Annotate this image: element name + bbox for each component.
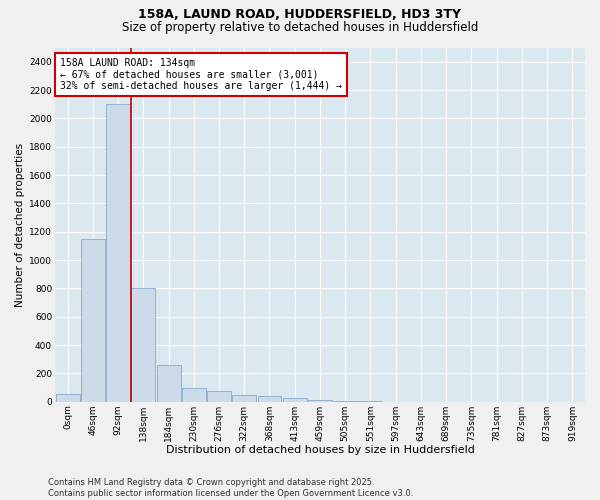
Bar: [308, 400, 332, 402]
Text: Size of property relative to detached houses in Huddersfield: Size of property relative to detached ho…: [122, 21, 478, 34]
Bar: [56, 394, 80, 402]
Text: 158A, LAUND ROAD, HUDDERSFIELD, HD3 3TY: 158A, LAUND ROAD, HUDDERSFIELD, HD3 3TY: [139, 8, 461, 20]
Bar: [106, 104, 130, 402]
Bar: [207, 391, 231, 402]
X-axis label: Distribution of detached houses by size in Huddersfield: Distribution of detached houses by size …: [166, 445, 475, 455]
Bar: [157, 365, 181, 402]
Bar: [182, 388, 206, 402]
Bar: [131, 288, 155, 402]
Bar: [283, 398, 307, 402]
Bar: [232, 394, 256, 402]
Y-axis label: Number of detached properties: Number of detached properties: [15, 142, 25, 306]
Bar: [333, 401, 357, 402]
Text: Contains HM Land Registry data © Crown copyright and database right 2025.
Contai: Contains HM Land Registry data © Crown c…: [48, 478, 413, 498]
Text: 158A LAUND ROAD: 134sqm
← 67% of detached houses are smaller (3,001)
32% of semi: 158A LAUND ROAD: 134sqm ← 67% of detache…: [60, 58, 342, 92]
Bar: [257, 396, 281, 402]
Bar: [81, 239, 105, 402]
